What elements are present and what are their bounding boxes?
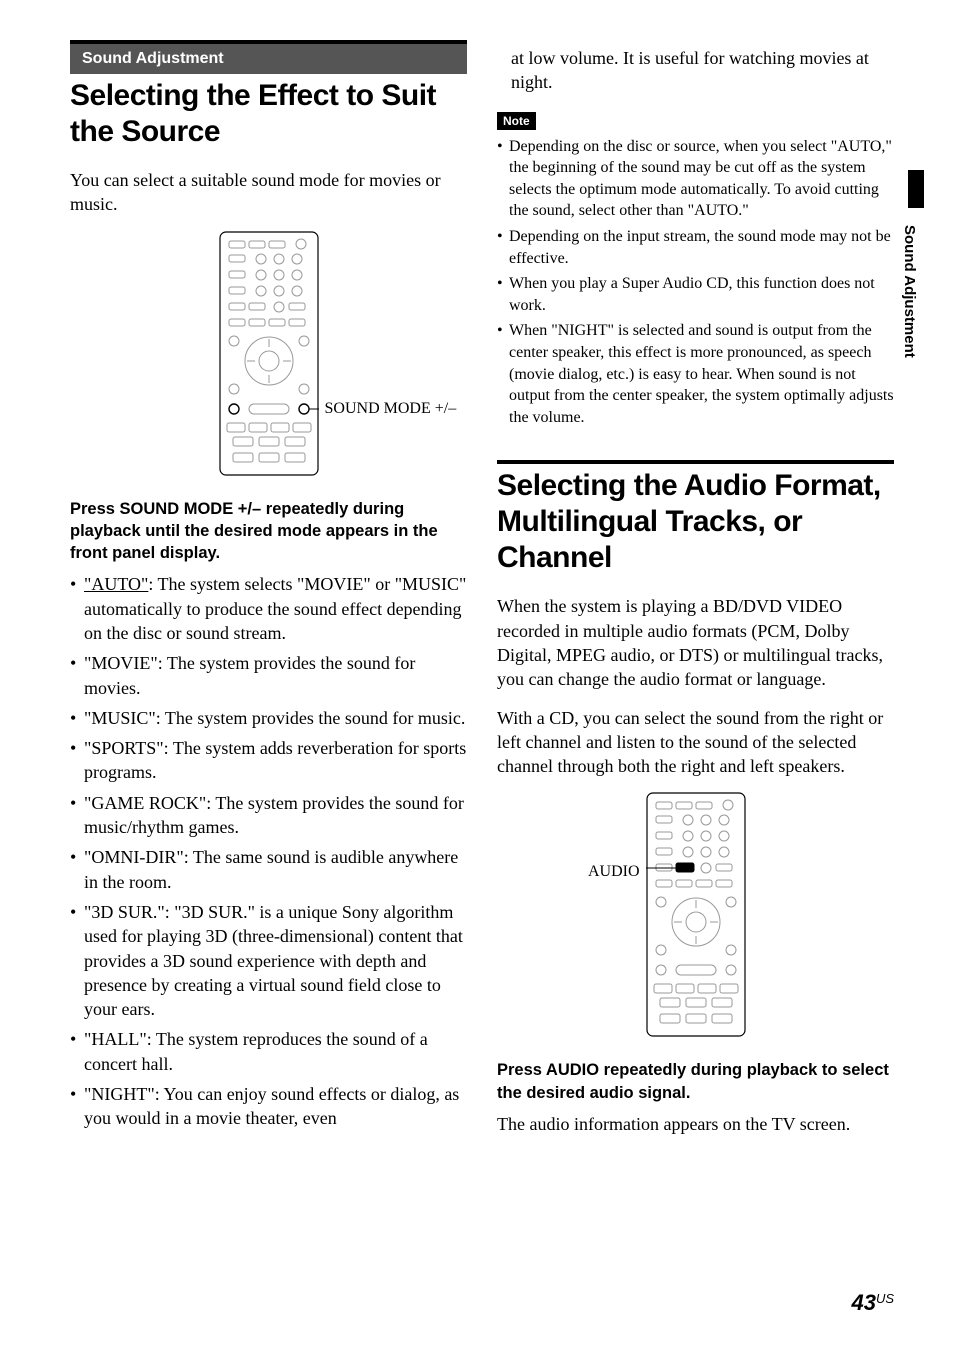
mode-label: "MUSIC" — [84, 708, 156, 728]
mode-label: "HALL" — [84, 1029, 147, 1049]
side-tab: Sound Adjustment — [894, 170, 924, 450]
mode-item: "3D SUR.": "3D SUR." is a unique Sony al… — [70, 900, 467, 1021]
note-list: Depending on the disc or source, when yo… — [497, 136, 894, 429]
mode-label: "OMNI-DIR" — [84, 847, 184, 867]
note-badge: Note — [497, 112, 536, 130]
right-column: at low volume. It is useful for watching… — [497, 40, 894, 1150]
note-item: Depending on the input stream, the sound… — [497, 226, 894, 269]
note-item: Depending on the disc or source, when yo… — [497, 136, 894, 222]
instruction-sound-mode: Press SOUND MODE +/– repeatedly during p… — [70, 498, 467, 565]
page-number: 43US — [851, 1290, 894, 1316]
mode-item: "GAME ROCK": The system provides the sou… — [70, 791, 467, 840]
remote-label-audio: AUDIO — [588, 862, 640, 881]
note-item: When you play a Super Audio CD, this fun… — [497, 273, 894, 316]
mode-item: "OMNI-DIR": The same sound is audible an… — [70, 845, 467, 894]
mode-label: "SPORTS" — [84, 738, 164, 758]
mode-item: "HALL": The system reproduces the sound … — [70, 1027, 467, 1076]
mode-label: "3D SUR." — [84, 902, 165, 922]
remote-diagram-1: SOUND MODE +/– — [70, 231, 467, 476]
note-item: When "NIGHT" is selected and sound is ou… — [497, 320, 894, 428]
mode-label: "AUTO" — [84, 574, 148, 594]
page-columns: Sound Adjustment Selecting the Effect to… — [70, 40, 894, 1150]
mode-item: "SPORTS": The system adds reverberation … — [70, 736, 467, 785]
mode-label: "MOVIE" — [84, 653, 158, 673]
outro-audio: The audio information appears on the TV … — [497, 1112, 894, 1136]
mode-item: "AUTO": The system selects "MOVIE" or "M… — [70, 572, 467, 645]
heading-effect: Selecting the Effect to Suit the Source — [70, 78, 467, 150]
left-column: Sound Adjustment Selecting the Effect to… — [70, 40, 467, 1150]
section-bar: Sound Adjustment — [70, 40, 467, 74]
remote-svg-1 — [219, 231, 319, 476]
intro-audio-a: When the system is playing a BD/DVD VIDE… — [497, 594, 894, 691]
page-suffix: US — [876, 1291, 894, 1306]
night-continuation: at low volume. It is useful for watching… — [497, 46, 894, 95]
heading-audio-format: Selecting the Audio Format, Multilingual… — [497, 468, 894, 576]
mode-label: "NIGHT" — [84, 1084, 155, 1104]
mode-item: "NIGHT": You can enjoy sound effects or … — [70, 1082, 467, 1131]
page-num-value: 43 — [851, 1290, 875, 1315]
mode-item: "MUSIC": The system provides the sound f… — [70, 706, 467, 730]
remote-diagram-2: AUDIO — [497, 792, 894, 1037]
mode-list: "AUTO": The system selects "MOVIE" or "M… — [70, 572, 467, 1130]
mode-item: "MOVIE": The system provides the sound f… — [70, 651, 467, 700]
intro-effect: You can select a suitable sound mode for… — [70, 168, 467, 217]
mode-desc: : The system provides the sound for musi… — [156, 708, 466, 728]
section-divider — [497, 460, 894, 464]
remote-label-sound-mode: SOUND MODE +/– — [325, 399, 457, 418]
intro-audio-b: With a CD, you can select the sound from… — [497, 706, 894, 779]
mode-label: "GAME ROCK" — [84, 793, 206, 813]
side-tab-label: Sound Adjustment — [901, 225, 918, 358]
instruction-audio: Press AUDIO repeatedly during playback t… — [497, 1059, 894, 1104]
remote-svg-2 — [646, 792, 746, 1037]
side-tab-marker — [908, 170, 924, 208]
